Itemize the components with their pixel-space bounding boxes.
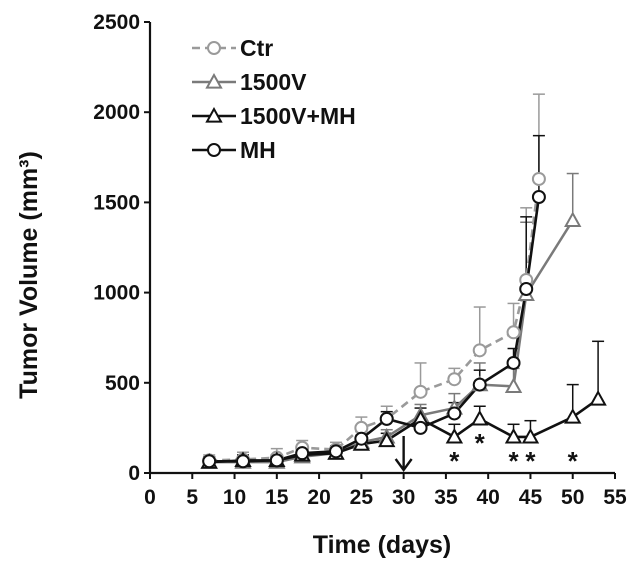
x-tick-label: 35 (434, 486, 458, 509)
data-point-triangle (378, 431, 396, 448)
legend: Ctr 1500V 1500V+MH MH (192, 35, 356, 163)
significance-asterisk: * (475, 428, 486, 458)
x-tick-label: 45 (519, 486, 543, 509)
data-point-triangle (471, 409, 489, 426)
data-point-triangle (504, 377, 523, 394)
data-point-triangle (445, 427, 464, 444)
series-line (209, 178, 541, 462)
significance-asterisk: * (449, 446, 460, 476)
data-point-circle (207, 143, 221, 157)
x-tick-label: 15 (265, 486, 289, 509)
data-point-circle (413, 420, 428, 435)
y-tick-label: 2500 (93, 11, 140, 34)
data-point-circle (447, 372, 462, 387)
data-point-circle (506, 355, 521, 370)
data-point-triangle (205, 72, 223, 89)
data-point-circle (472, 343, 487, 358)
data-point-circle (531, 171, 546, 186)
data-point-triangle (504, 427, 523, 444)
markers-group (200, 171, 607, 469)
legend-label: Ctr (240, 35, 273, 61)
data-point-circle (295, 446, 310, 461)
x-tick-label: 5 (186, 486, 198, 509)
data-point-circle (329, 444, 343, 459)
y-tick-label: 500 (105, 372, 140, 395)
data-point-circle (202, 454, 217, 469)
data-point-circle (354, 431, 369, 446)
data-point-triangle (589, 389, 607, 406)
data-point-triangle (564, 211, 582, 228)
legend-label: 1500V+MH (240, 103, 356, 129)
x-tick-label: 30 (392, 486, 415, 509)
x-tick-label: 20 (307, 486, 330, 509)
series-lines-group (209, 178, 599, 464)
x-tick-label: 40 (477, 486, 500, 509)
data-point-circle (269, 453, 284, 468)
data-point-circle (447, 406, 462, 421)
data-point-triangle (564, 408, 582, 424)
data-point-circle (531, 189, 546, 204)
significance-asterisk: * (525, 446, 536, 476)
x-tick-label: 0 (144, 486, 156, 509)
data-point-circle (506, 325, 521, 340)
data-point-circle (207, 41, 221, 55)
significance-asterisk: * (568, 446, 579, 476)
x-tick-label: 10 (223, 486, 246, 509)
x-tick-label: 50 (561, 486, 584, 509)
data-point-circle (236, 454, 250, 469)
data-point-triangle (521, 427, 540, 444)
x-tick-label: 25 (350, 486, 374, 509)
y-axis-title: Tumor Volume (mm³) (15, 151, 43, 399)
data-point-circle (472, 377, 487, 392)
significance-asterisk: * (508, 446, 519, 476)
y-tick-label: 0 (128, 462, 140, 485)
x-axis-title: Time (days) (313, 531, 451, 559)
x-tick-label: 55 (603, 486, 627, 509)
treatment-arrow-head (394, 458, 413, 473)
data-point-circle (413, 384, 428, 399)
y-tick-label: 1000 (93, 282, 140, 305)
y-tick-label: 2000 (93, 101, 140, 124)
annotations-group: *** * * (394, 428, 579, 476)
data-point-circle (519, 281, 534, 296)
y-tick-label: 1500 (93, 191, 140, 214)
axes-group: 0 500 1000 1500 2000 2500 0 5 10 15 20 25 30 35 40 45 50… (93, 11, 627, 509)
data-point-triangle (205, 106, 223, 123)
data-point-circle (379, 411, 394, 426)
legend-label: MH (240, 137, 276, 163)
series-line (209, 196, 541, 463)
legend-label: 1500V (240, 69, 307, 95)
